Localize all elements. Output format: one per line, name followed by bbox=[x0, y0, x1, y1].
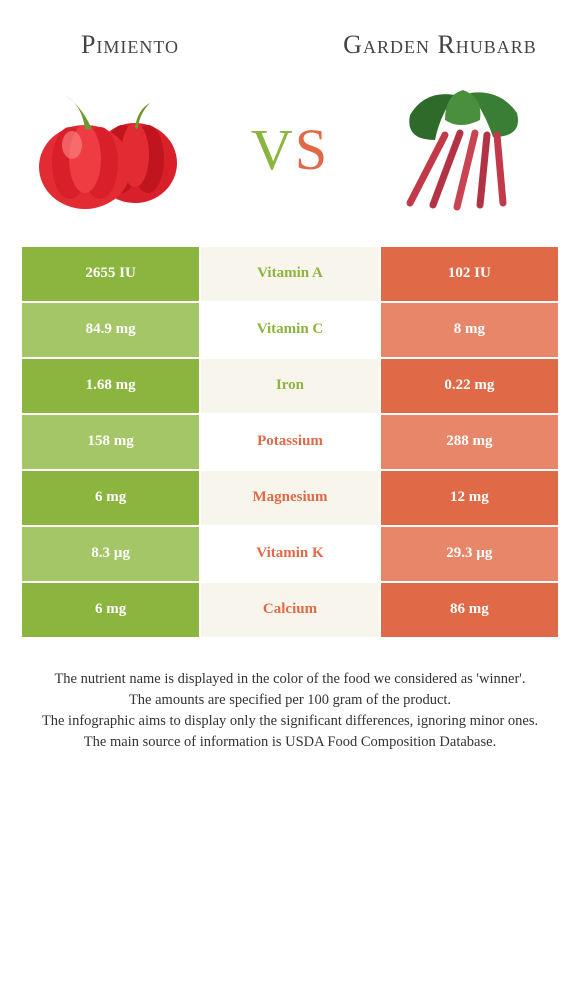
table-row: 6 mgCalcium86 mg bbox=[21, 582, 559, 638]
right-value-cell: 288 mg bbox=[380, 414, 559, 470]
nutrient-name-cell: Magnesium bbox=[200, 470, 379, 526]
left-value-cell: 8.3 µg bbox=[21, 526, 200, 582]
table-row: 2655 IUVitamin A102 IU bbox=[21, 246, 559, 302]
note-line: The main source of information is USDA F… bbox=[20, 732, 560, 753]
left-value-cell: 6 mg bbox=[21, 470, 200, 526]
table-row: 1.68 mgIron0.22 mg bbox=[21, 358, 559, 414]
table-row: 158 mgPotassium288 mg bbox=[21, 414, 559, 470]
left-value-cell: 158 mg bbox=[21, 414, 200, 470]
vs-row: VS bbox=[0, 70, 580, 245]
rhubarb-image bbox=[375, 80, 555, 220]
left-value-cell: 6 mg bbox=[21, 582, 200, 638]
note-line: The amounts are specified per 100 gram o… bbox=[20, 690, 560, 711]
right-value-cell: 8 mg bbox=[380, 302, 559, 358]
nutrient-name-cell: Vitamin A bbox=[200, 246, 379, 302]
left-value-cell: 1.68 mg bbox=[21, 358, 200, 414]
pimiento-image bbox=[25, 80, 205, 220]
footer-notes: The nutrient name is displayed in the co… bbox=[0, 639, 580, 753]
right-value-cell: 0.22 mg bbox=[380, 358, 559, 414]
right-value-cell: 12 mg bbox=[380, 470, 559, 526]
nutrient-name-cell: Calcium bbox=[200, 582, 379, 638]
vs-v-letter: V bbox=[251, 117, 295, 182]
vs-s-letter: S bbox=[295, 117, 329, 182]
note-line: The nutrient name is displayed in the co… bbox=[20, 669, 560, 690]
right-value-cell: 86 mg bbox=[380, 582, 559, 638]
food-right-title: Garden Rhubarb bbox=[330, 30, 550, 60]
nutrient-name-cell: Vitamin C bbox=[200, 302, 379, 358]
table-row: 8.3 µgVitamin K29.3 µg bbox=[21, 526, 559, 582]
table-row: 6 mgMagnesium12 mg bbox=[21, 470, 559, 526]
nutrient-table: 2655 IUVitamin A102 IU84.9 mgVitamin C8 … bbox=[20, 245, 560, 639]
vs-label: VS bbox=[251, 116, 329, 183]
right-value-cell: 102 IU bbox=[380, 246, 559, 302]
nutrient-name-cell: Iron bbox=[200, 358, 379, 414]
left-value-cell: 2655 IU bbox=[21, 246, 200, 302]
nutrient-name-cell: Vitamin K bbox=[200, 526, 379, 582]
food-left-title: Pimiento bbox=[30, 30, 230, 60]
table-row: 84.9 mgVitamin C8 mg bbox=[21, 302, 559, 358]
right-value-cell: 29.3 µg bbox=[380, 526, 559, 582]
note-line: The infographic aims to display only the… bbox=[20, 711, 560, 732]
left-value-cell: 84.9 mg bbox=[21, 302, 200, 358]
nutrient-name-cell: Potassium bbox=[200, 414, 379, 470]
